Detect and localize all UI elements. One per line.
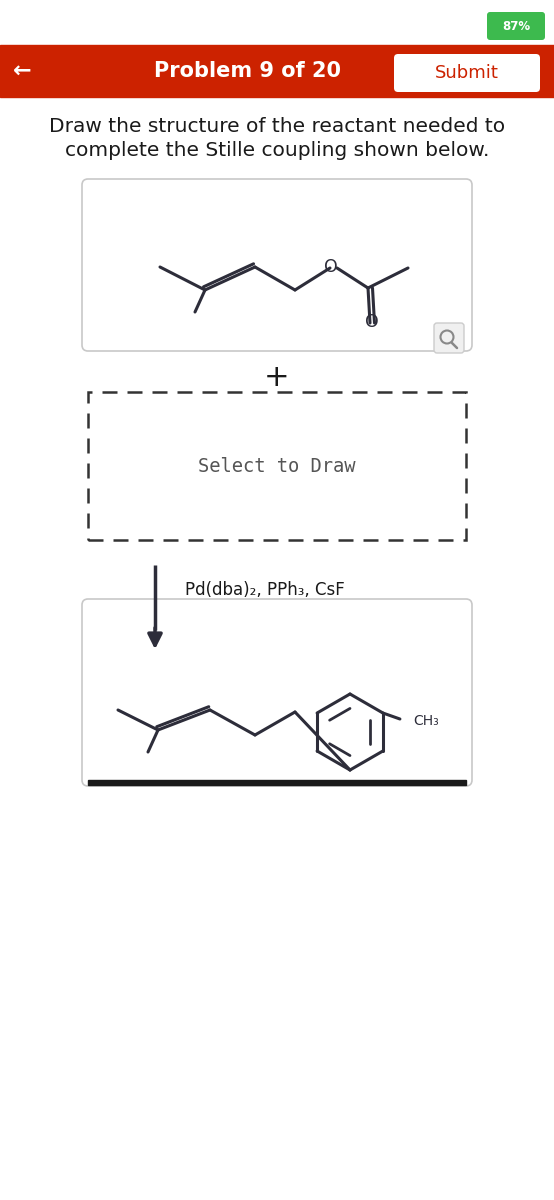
Text: O: O [324, 258, 338, 276]
FancyBboxPatch shape [487, 12, 545, 40]
Text: Select to Draw: Select to Draw [198, 456, 356, 475]
Text: Draw the structure of the reactant needed to: Draw the structure of the reactant neede… [49, 118, 505, 137]
Text: ←: ← [13, 61, 32, 80]
Text: +: + [264, 362, 290, 391]
FancyBboxPatch shape [82, 599, 472, 786]
Text: complete the Stille coupling shown below.: complete the Stille coupling shown below… [65, 140, 489, 160]
FancyBboxPatch shape [82, 179, 472, 350]
Bar [88, 780, 466, 785]
Text: Pd(dba)₂, PPh₃, CsF: Pd(dba)₂, PPh₃, CsF [185, 581, 345, 599]
Bar [0, 44, 554, 97]
Text: O: O [365, 313, 379, 331]
FancyBboxPatch shape [394, 54, 540, 92]
Bar [88, 392, 466, 540]
FancyBboxPatch shape [434, 323, 464, 353]
Bar [0, 0, 554, 44]
Text: dioxane: dioxane [185, 608, 250, 626]
Text: 87%: 87% [502, 19, 530, 32]
Text: Problem 9 of 20: Problem 9 of 20 [153, 61, 341, 80]
Text: CH₃: CH₃ [413, 714, 439, 728]
Text: Submit: Submit [435, 64, 499, 82]
